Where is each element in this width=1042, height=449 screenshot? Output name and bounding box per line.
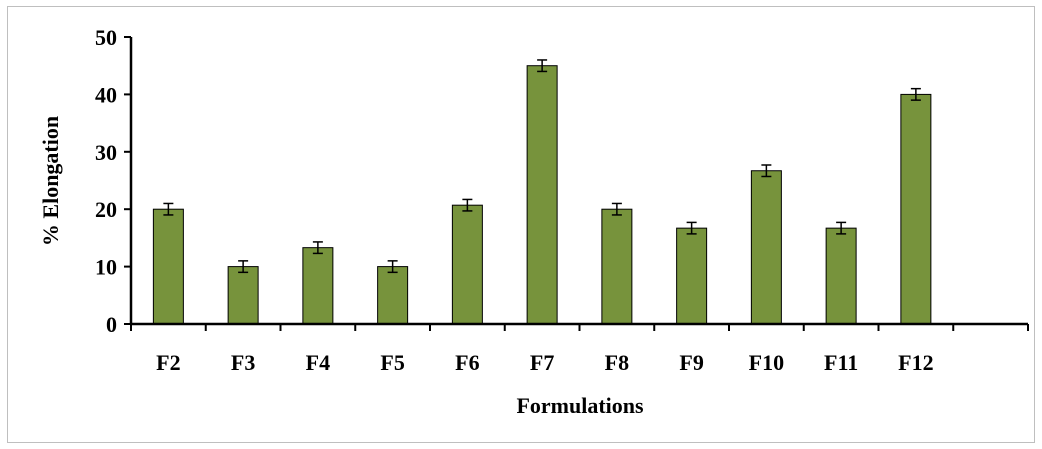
y-axis-title: % Elongation: [38, 116, 63, 246]
bar-f12: [900, 93, 932, 325]
y-tick-label-50: 50: [95, 25, 117, 50]
x-tick-label-f12: F12: [898, 350, 933, 375]
y-tick-label-30: 30: [95, 140, 117, 165]
x-tick-label-f9: F9: [679, 350, 703, 375]
x-tick-label-f11: F11: [824, 350, 858, 375]
x-tick-label-f3: F3: [231, 350, 255, 375]
x-tick-label-f6: F6: [455, 350, 479, 375]
bar-f3: [227, 266, 259, 325]
y-tick-label-20: 20: [95, 197, 117, 222]
error-bars-group: [163, 59, 921, 274]
x-tick-label-f10: F10: [749, 350, 784, 375]
bar-f5: [377, 266, 409, 325]
bar-f7: [526, 65, 558, 325]
bar-f10: [750, 170, 782, 325]
bar-f6: [451, 204, 483, 325]
tick-labels-group: F2 F3 F4 F5 F6 F7 F8 F9 F10 F11 F12 0 10 20 30 40 50: [95, 25, 934, 375]
bar-f4: [302, 247, 334, 325]
bar-f8: [601, 208, 633, 325]
y-tick-label-40: 40: [95, 82, 117, 107]
x-tick-label-f2: F2: [156, 350, 180, 375]
bars-group: [152, 65, 932, 325]
y-tick-label-10: 10: [95, 255, 117, 280]
bar-f11: [825, 227, 857, 325]
x-tick-label-f8: F8: [605, 350, 629, 375]
x-axis-title: Formulations: [516, 393, 644, 418]
x-tick-label-f5: F5: [380, 350, 404, 375]
bar-f2: [152, 208, 184, 325]
bar-f9: [676, 227, 708, 325]
axes-group: [124, 36, 1029, 331]
x-tick-label-f7: F7: [530, 350, 554, 375]
x-tick-label-f4: F4: [306, 350, 330, 375]
y-tick-label-0: 0: [106, 312, 117, 337]
